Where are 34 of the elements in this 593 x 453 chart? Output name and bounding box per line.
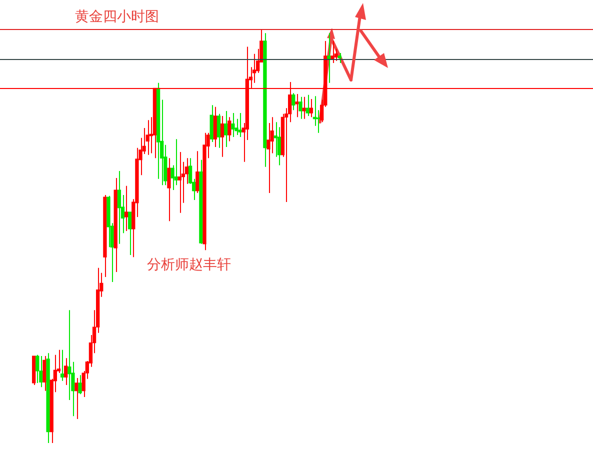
candlestick: [238, 112, 242, 138]
candlestick: [78, 374, 82, 395]
candlestick: [292, 92, 296, 111]
candlestick: [295, 94, 299, 118]
candlestick: [167, 158, 171, 222]
candlestick: [220, 115, 224, 158]
candlestick: [298, 96, 302, 120]
candlestick: [42, 356, 46, 392]
candlestick: [60, 349, 64, 382]
annotation: 分析师赵丰轩: [147, 257, 231, 273]
candlestick: [117, 170, 121, 244]
candlestick: [39, 356, 43, 388]
candlestick: [302, 96, 306, 120]
candlestick: [224, 110, 228, 148]
candlestick: [306, 94, 310, 116]
candlestick: [231, 112, 235, 138]
candlestick: [64, 358, 68, 386]
candlestick: [124, 185, 128, 232]
candlestick: [216, 113, 221, 148]
candlestick: [338, 52, 342, 64]
chart-title: 黄金四小时图: [75, 9, 159, 25]
candlestick: [228, 116, 232, 142]
candlestick: [174, 138, 178, 186]
candlestick: [146, 120, 150, 156]
candlestick: [213, 106, 217, 148]
candlestick: [178, 151, 182, 214]
candlestick: [68, 310, 72, 400]
candlestick: [128, 211, 132, 256]
candlestick: [330, 40, 334, 64]
candlestick: [196, 150, 200, 194]
candlestick: [74, 378, 78, 420]
candlestick: [309, 98, 313, 118]
candlestick: [36, 354, 40, 384]
candlestick: [327, 32, 331, 84]
